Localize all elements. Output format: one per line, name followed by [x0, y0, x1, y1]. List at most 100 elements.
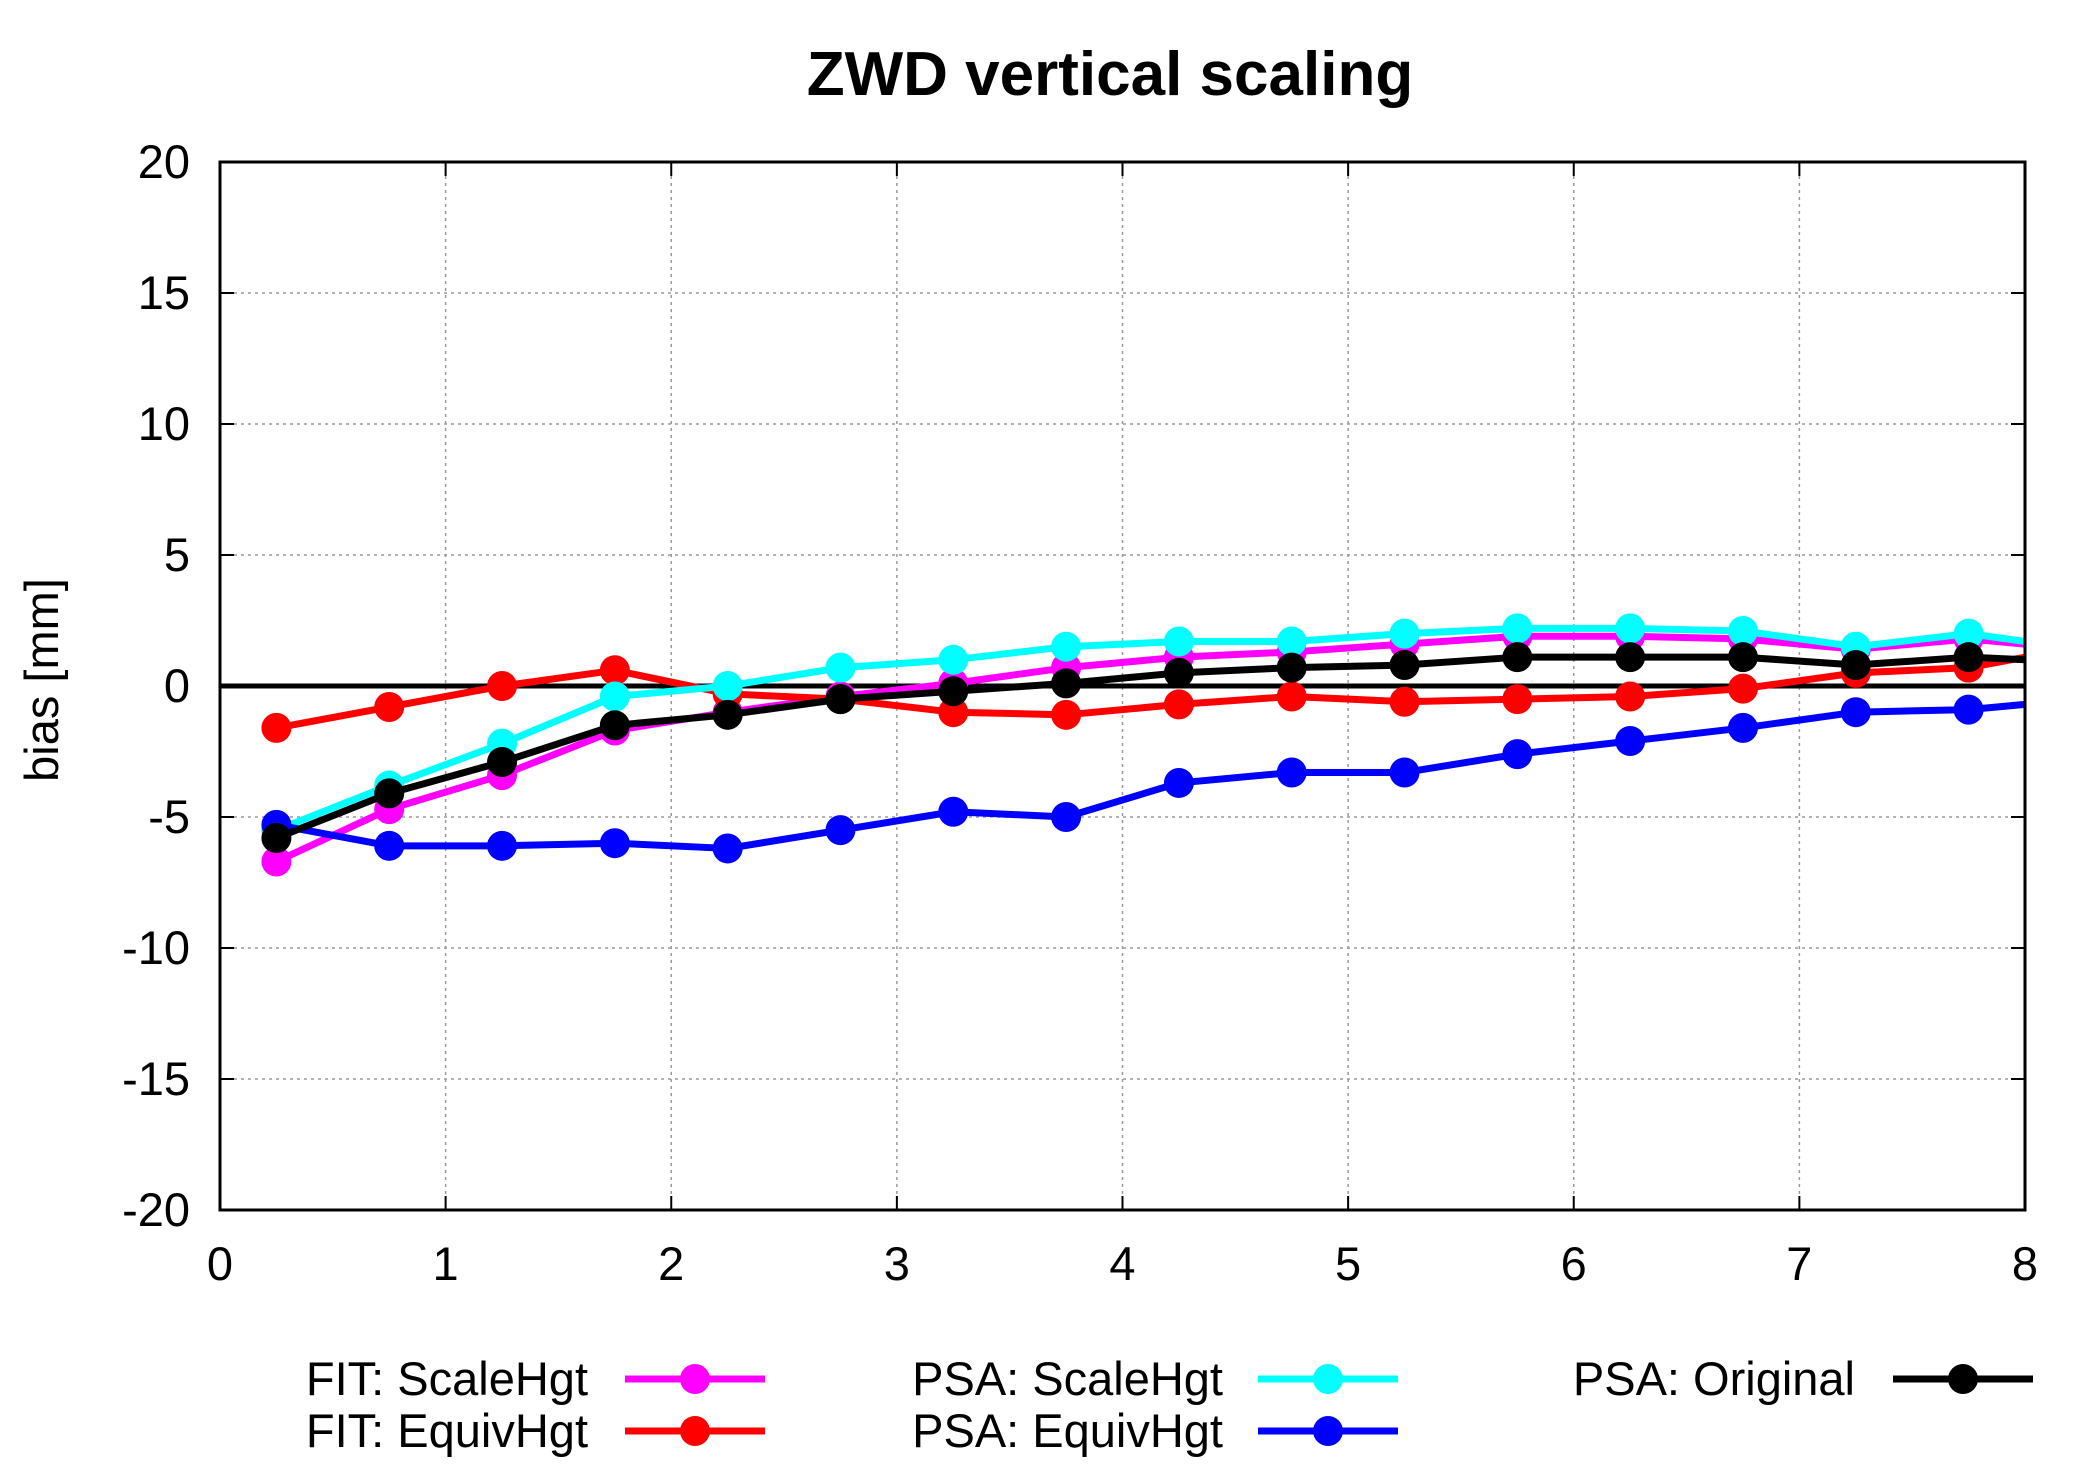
data-point [1502, 739, 1533, 770]
data-point [1615, 726, 1646, 757]
data-point [1502, 642, 1533, 673]
x-tick-label: 1 [433, 1237, 459, 1290]
x-tick-label: 3 [884, 1237, 910, 1290]
data-point [1163, 767, 1194, 798]
series-2 [261, 613, 2026, 846]
data-point [825, 652, 856, 683]
legend-entry: PSA: EquivHgt [912, 1404, 1398, 1457]
legend-marker [1313, 1416, 1343, 1446]
data-point [1953, 642, 1984, 673]
data-point [487, 746, 518, 777]
data-point [712, 671, 743, 701]
x-tick-label: 8 [2012, 1237, 2038, 1290]
data-point [938, 796, 969, 827]
y-tick-label: -10 [122, 921, 190, 974]
data-point [1163, 689, 1194, 720]
data-point [1953, 618, 1984, 649]
data-point [1276, 757, 1307, 788]
data-point [1276, 652, 1307, 683]
x-tick-label: 2 [658, 1237, 684, 1290]
data-point [1163, 657, 1194, 688]
legend-entry: FIT: ScaleHgt [306, 1352, 765, 1405]
data-point [1727, 642, 1758, 673]
data-point [1727, 712, 1758, 743]
series-4 [261, 642, 2026, 853]
data-point [1051, 802, 1082, 832]
data-point [1502, 613, 1533, 644]
data-point [1051, 699, 1082, 730]
data-point [1389, 757, 1420, 788]
x-tick-label: 5 [1335, 1237, 1361, 1290]
data-point [261, 822, 292, 853]
legend-label: PSA: ScaleHgt [912, 1352, 1223, 1405]
data-point [599, 828, 630, 859]
series-3 [261, 694, 2026, 864]
data-point [1953, 694, 1984, 725]
data-point [1615, 642, 1646, 673]
data-point [712, 699, 743, 730]
data-point [261, 712, 292, 743]
ticks: 0 1 2 3 4 5 6 7 8 -20 -15 -10 -5 0 5 10 15 20 [122, 135, 2038, 1290]
y-axis-label: bias [mm] [15, 578, 68, 782]
data-point [825, 684, 856, 715]
x-tick-label: 7 [1786, 1237, 1812, 1290]
data-point [1840, 650, 1871, 681]
series-group [261, 613, 2026, 877]
data-point [825, 815, 856, 846]
legend-marker [680, 1364, 710, 1394]
chart-title: ZWD vertical scaling [807, 40, 1413, 109]
y-tick-label: 5 [164, 528, 190, 581]
legend-label: PSA: Original [1573, 1352, 1855, 1405]
data-point [374, 830, 405, 861]
data-point [712, 833, 743, 864]
legend-label: FIT: EquivHgt [306, 1404, 588, 1457]
data-point [1727, 615, 1758, 646]
data-point [1163, 626, 1194, 657]
data-point [1276, 626, 1307, 657]
x-tick-label: 4 [1109, 1237, 1135, 1290]
legend-label: FIT: ScaleHgt [306, 1352, 588, 1405]
data-point [938, 644, 969, 675]
data-point [374, 691, 405, 722]
series-1 [261, 652, 2026, 743]
legend-marker [1948, 1364, 1978, 1394]
data-point [599, 710, 630, 741]
legend-label: PSA: EquivHgt [912, 1404, 1223, 1457]
y-tick-label: 0 [164, 659, 190, 712]
series-line [275, 653, 2026, 732]
y-tick-label: 10 [138, 397, 190, 450]
x-tick-label: 0 [207, 1237, 233, 1290]
legend-marker [680, 1416, 710, 1446]
y-tick-label: 15 [138, 266, 190, 319]
data-point [487, 671, 518, 701]
data-point [599, 681, 630, 712]
y-tick-label: -15 [122, 1052, 190, 1105]
data-point [1727, 673, 1758, 704]
data-point [1051, 631, 1082, 662]
data-point [938, 697, 969, 728]
data-point [1051, 668, 1082, 699]
y-tick-label: -5 [148, 790, 190, 843]
data-point [938, 676, 969, 707]
data-point [1276, 681, 1307, 712]
data-point [1389, 650, 1420, 681]
legend-entry: FIT: EquivHgt [306, 1404, 765, 1457]
y-tick-label: -20 [122, 1183, 190, 1236]
data-point [261, 846, 292, 877]
legend-entry: PSA: ScaleHgt [912, 1352, 1398, 1405]
x-tick-label: 6 [1561, 1237, 1587, 1290]
y-tick-label: 20 [138, 135, 190, 188]
data-point [1502, 684, 1533, 715]
legend-marker [1313, 1364, 1343, 1394]
data-point [374, 778, 405, 809]
data-point [1389, 686, 1420, 717]
data-point [1615, 613, 1646, 644]
data-point [1615, 681, 1646, 712]
data-point [1389, 618, 1420, 649]
data-point [599, 655, 630, 686]
legend-entry: PSA: Original [1573, 1352, 2033, 1405]
data-point [1840, 697, 1871, 728]
data-point [487, 830, 518, 861]
